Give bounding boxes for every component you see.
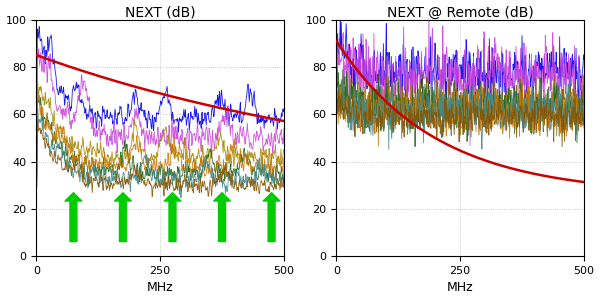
Title: NEXT (dB): NEXT (dB) bbox=[125, 6, 196, 20]
X-axis label: MHz: MHz bbox=[447, 281, 473, 294]
X-axis label: MHz: MHz bbox=[147, 281, 173, 294]
Title: NEXT @ Remote (dB): NEXT @ Remote (dB) bbox=[387, 6, 533, 20]
